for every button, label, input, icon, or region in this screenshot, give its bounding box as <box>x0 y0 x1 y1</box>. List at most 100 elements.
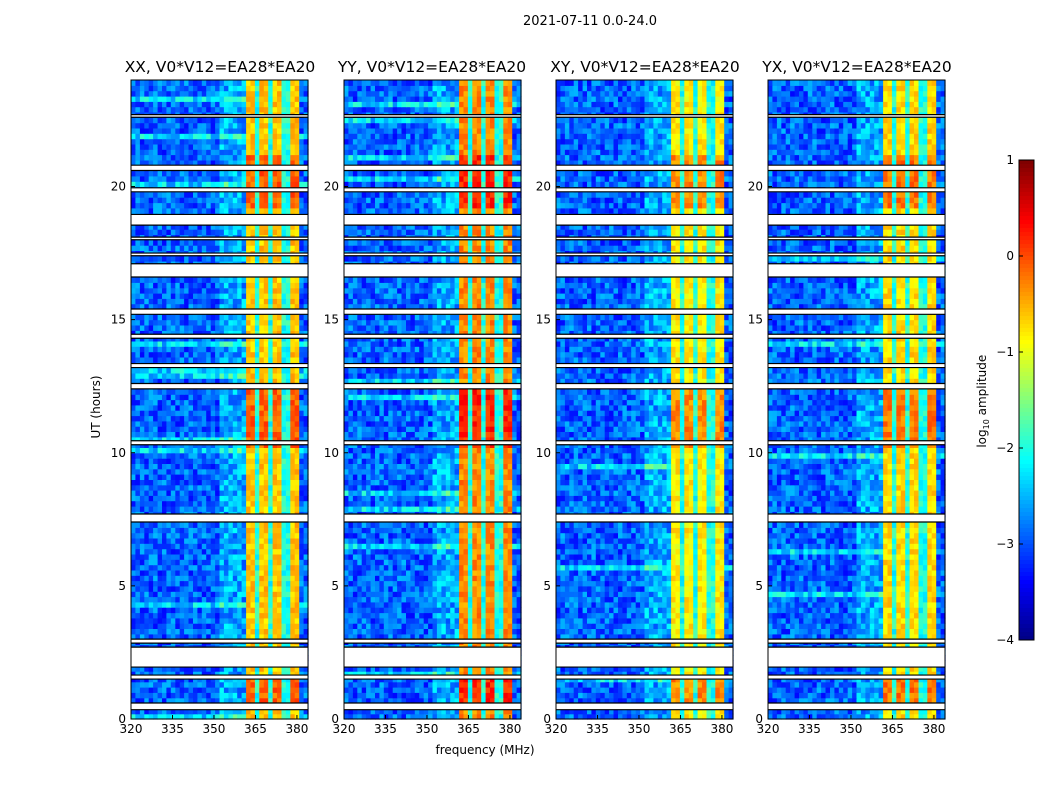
heatmap-cell <box>223 197 229 204</box>
heatmap-cell <box>166 575 172 582</box>
heatmap-cell <box>259 601 265 608</box>
heatmap-cell <box>179 96 185 102</box>
heatmap-cell <box>153 447 159 454</box>
heatmap-cell <box>285 628 291 635</box>
heatmap-cell <box>135 143 141 150</box>
heatmap-cell <box>250 527 256 534</box>
heatmap-cell <box>232 330 238 337</box>
heatmap-cell <box>135 133 141 140</box>
heatmap-cell <box>210 330 216 337</box>
heatmap-cell <box>170 340 176 347</box>
heatmap-cell <box>250 553 256 560</box>
heatmap-cell <box>179 197 185 204</box>
heatmap-cell <box>268 580 274 587</box>
heatmap-cell <box>184 325 190 331</box>
heatmap-cell <box>162 633 167 640</box>
heatmap-cell <box>241 282 247 289</box>
heatmap-cell <box>215 223 221 230</box>
heatmap-cell <box>285 410 291 417</box>
heatmap-cell <box>157 681 163 688</box>
heatmap-cell <box>232 303 238 310</box>
heatmap-cell <box>162 601 167 608</box>
heatmap-cell <box>294 479 300 486</box>
heatmap-cell <box>170 612 176 619</box>
heatmap-cell <box>210 601 216 608</box>
heatmap-cell <box>135 452 141 459</box>
heatmap-cell <box>268 490 274 496</box>
heatmap-cell <box>135 500 141 507</box>
heatmap-cell <box>184 96 190 102</box>
heatmap-cell <box>144 191 150 198</box>
heatmap-cell <box>188 607 194 614</box>
heatmap-cell <box>144 484 150 491</box>
heatmap-cell <box>299 346 305 353</box>
heatmap-cell <box>175 282 181 289</box>
heatmap-cell <box>246 319 252 326</box>
heatmap-cell <box>232 500 238 507</box>
heatmap-cell <box>254 410 260 417</box>
heatmap-cell <box>237 463 243 470</box>
heatmap-cell <box>281 85 287 92</box>
heatmap-cell <box>272 495 278 502</box>
heatmap-cell <box>232 170 238 177</box>
heatmap-cell <box>254 175 260 182</box>
heatmap-cell <box>193 325 198 331</box>
heatmap-cell <box>201 85 207 92</box>
heatmap-cell <box>148 623 154 629</box>
heatmap-cell <box>237 399 243 406</box>
heatmap-cell <box>263 532 269 539</box>
heatmap-cell <box>250 223 256 230</box>
heatmap-cell <box>281 665 287 672</box>
heatmap-cell <box>184 490 190 496</box>
heatmap-cell <box>157 697 163 704</box>
heatmap-cell <box>206 575 212 582</box>
heatmap-cell <box>206 340 212 347</box>
heatmap-cell <box>193 181 198 188</box>
heatmap-cell <box>228 410 234 417</box>
heatmap-cell <box>272 490 278 496</box>
heatmap-cell <box>219 314 225 321</box>
heatmap-cell <box>268 80 274 86</box>
heatmap-cell <box>206 330 212 337</box>
heatmap-cell <box>250 559 256 566</box>
heatmap-cell <box>250 239 256 246</box>
heatmap-cell <box>153 410 159 417</box>
heatmap-cell <box>193 314 198 321</box>
heatmap-cell <box>237 537 243 544</box>
heatmap-cell <box>131 527 136 534</box>
heatmap-cell <box>294 506 300 512</box>
heatmap-cell <box>219 96 225 102</box>
heatmap-cell <box>277 90 282 97</box>
heatmap-cell <box>131 372 136 379</box>
heatmap-cell <box>254 564 260 571</box>
heatmap-cell <box>157 404 163 411</box>
heatmap-cell <box>184 479 190 486</box>
heatmap-cell <box>232 314 238 321</box>
heatmap-cell <box>237 394 243 401</box>
heatmap-cell <box>144 245 150 251</box>
heatmap-cell <box>153 191 159 198</box>
heatmap-cell <box>237 175 243 182</box>
heatmap-cell <box>193 495 198 502</box>
heatmap-cell <box>215 522 221 528</box>
heatmap-cell <box>223 287 229 294</box>
heatmap-cell <box>246 117 252 124</box>
heatmap-cell <box>299 591 305 598</box>
heatmap-cell <box>215 138 221 145</box>
heatmap-cell <box>263 431 269 438</box>
heatmap-cell <box>215 356 221 363</box>
heatmap-cell <box>272 378 278 385</box>
heatmap-cell <box>228 495 234 502</box>
heatmap-cell <box>201 404 207 411</box>
heatmap-cell <box>210 681 216 688</box>
heatmap-cell <box>237 548 243 555</box>
heatmap-cell <box>175 495 181 502</box>
heatmap-cell <box>157 426 163 432</box>
heatmap-cell <box>193 143 198 150</box>
heatmap-cell <box>219 149 225 156</box>
heatmap-cell <box>148 671 154 677</box>
heatmap-cell <box>201 138 207 145</box>
heatmap-cell <box>179 245 185 251</box>
heatmap-cell <box>210 633 216 640</box>
